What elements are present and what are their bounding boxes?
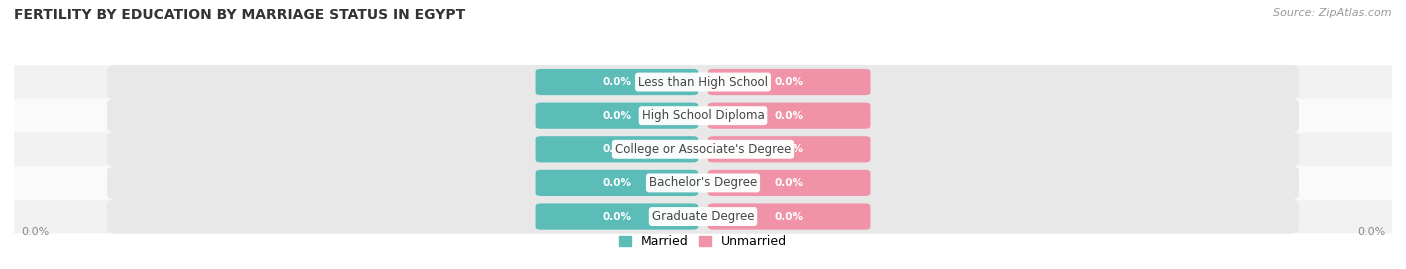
FancyBboxPatch shape [707,170,870,196]
FancyBboxPatch shape [536,69,699,95]
Text: 0.0%: 0.0% [602,211,631,222]
FancyBboxPatch shape [707,69,870,95]
Text: 0.0%: 0.0% [775,77,804,87]
Text: Less than High School: Less than High School [638,76,768,89]
Legend: Married, Unmarried: Married, Unmarried [613,230,793,253]
FancyBboxPatch shape [536,136,699,162]
Text: Bachelor's Degree: Bachelor's Degree [650,176,756,189]
FancyBboxPatch shape [707,203,870,230]
Text: 0.0%: 0.0% [1357,227,1385,237]
FancyBboxPatch shape [107,166,1299,200]
Text: 0.0%: 0.0% [21,227,49,237]
Text: 0.0%: 0.0% [602,178,631,188]
Text: College or Associate's Degree: College or Associate's Degree [614,143,792,156]
Text: FERTILITY BY EDUCATION BY MARRIAGE STATUS IN EGYPT: FERTILITY BY EDUCATION BY MARRIAGE STATU… [14,8,465,22]
Text: Source: ZipAtlas.com: Source: ZipAtlas.com [1274,8,1392,18]
FancyBboxPatch shape [14,200,1392,233]
Text: 0.0%: 0.0% [775,111,804,121]
FancyBboxPatch shape [536,203,699,230]
Text: 0.0%: 0.0% [602,77,631,87]
Text: 0.0%: 0.0% [775,144,804,154]
FancyBboxPatch shape [14,65,1392,99]
FancyBboxPatch shape [707,102,870,129]
FancyBboxPatch shape [14,99,1392,133]
FancyBboxPatch shape [107,65,1299,99]
Text: 0.0%: 0.0% [602,111,631,121]
FancyBboxPatch shape [107,98,1299,133]
FancyBboxPatch shape [536,170,699,196]
Text: Graduate Degree: Graduate Degree [652,210,754,223]
FancyBboxPatch shape [107,132,1299,167]
FancyBboxPatch shape [14,133,1392,166]
Text: 0.0%: 0.0% [602,144,631,154]
FancyBboxPatch shape [707,136,870,162]
Text: High School Diploma: High School Diploma [641,109,765,122]
Text: 0.0%: 0.0% [775,211,804,222]
FancyBboxPatch shape [107,199,1299,234]
FancyBboxPatch shape [14,166,1392,200]
Text: 0.0%: 0.0% [775,178,804,188]
FancyBboxPatch shape [536,102,699,129]
